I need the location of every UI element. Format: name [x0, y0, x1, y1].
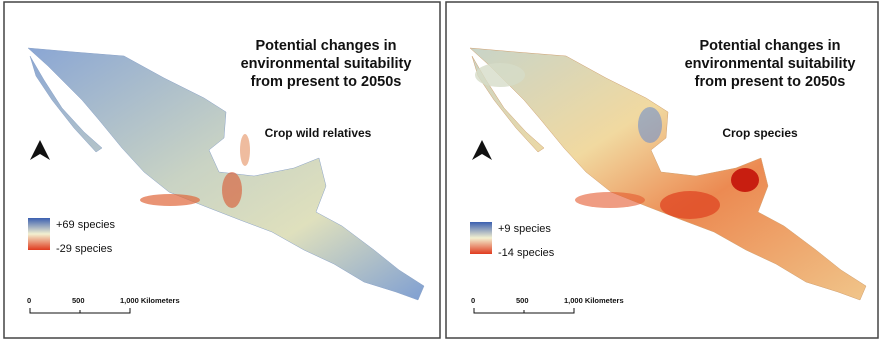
title-line: from present to 2050s: [695, 74, 846, 90]
title-line: environmental suitability: [685, 56, 856, 72]
subtitle: Crop wild relatives: [265, 126, 372, 140]
legend-swatch: [28, 218, 50, 250]
legend-swatch: [470, 222, 492, 254]
legend-label: +9 species: [498, 223, 551, 235]
figure: Potential changes in environmental suita…: [0, 0, 882, 342]
subtitle: Crop species: [722, 126, 798, 140]
scale-label: 0: [471, 296, 475, 305]
scale-label: 500: [72, 296, 85, 305]
scale-label: 1,000 Kilometers: [120, 296, 180, 305]
scale-label: 0: [27, 296, 31, 305]
title-line: Potential changes in: [700, 38, 841, 54]
legend-label: -29 species: [56, 243, 113, 255]
scale-label: 1,000 Kilometers: [564, 296, 624, 305]
scale-label: 500: [516, 296, 529, 305]
legend-label: +69 species: [56, 219, 116, 231]
title-line: Potential changes in: [256, 38, 397, 54]
title-line: environmental suitability: [241, 56, 412, 72]
title-line: from present to 2050s: [251, 74, 402, 90]
legend-label: -14 species: [498, 247, 555, 259]
